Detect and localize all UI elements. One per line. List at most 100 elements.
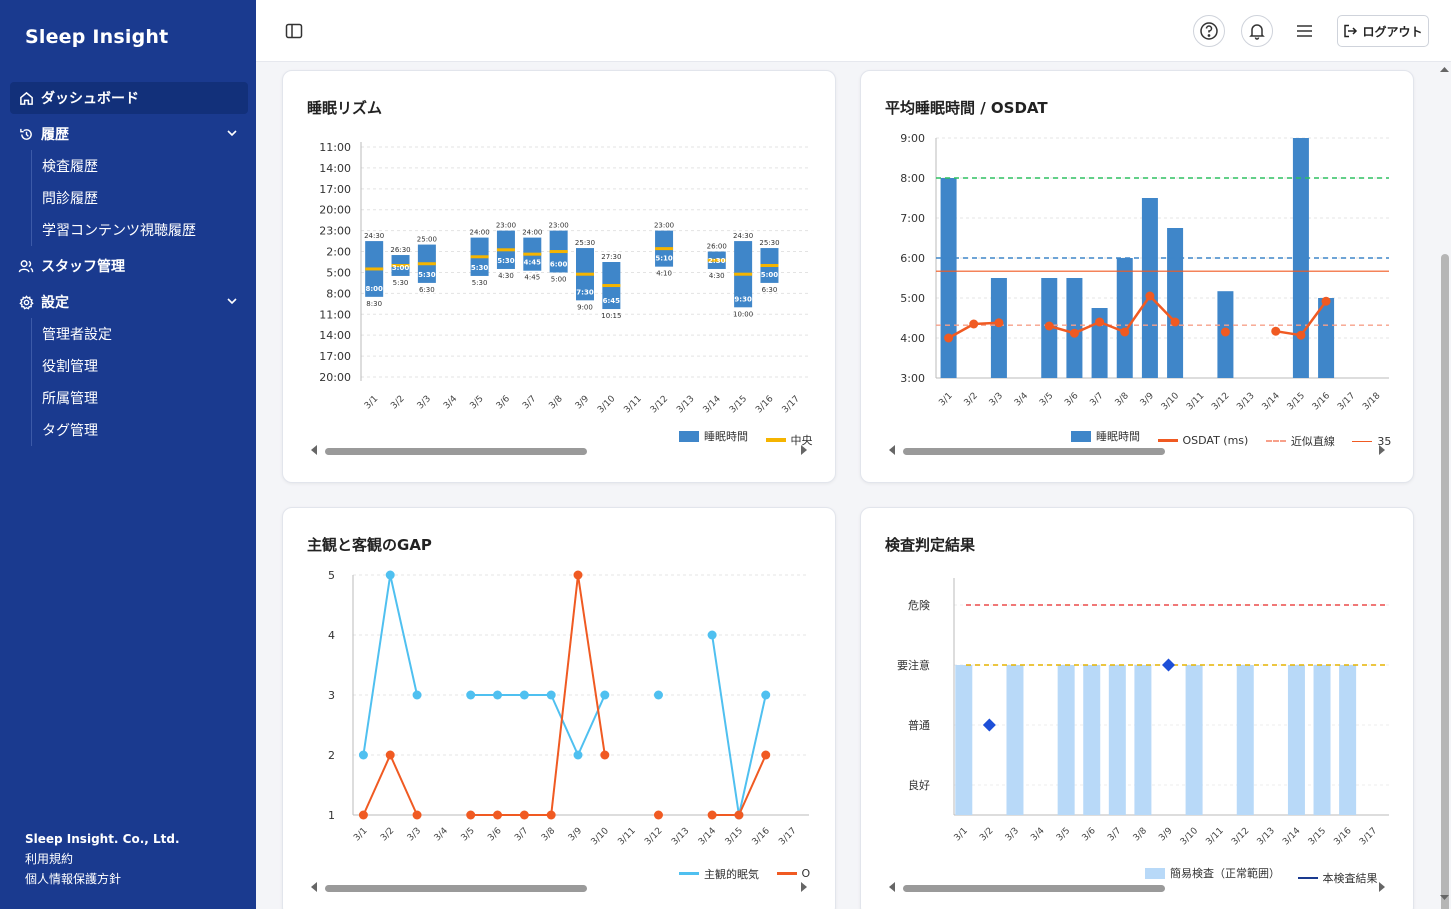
scroll-right-arrow-icon[interactable]	[801, 882, 807, 892]
chart-horizontal-scrollbar[interactable]	[311, 882, 809, 894]
legend-item[interactable]: OSDAT (ms)	[1157, 434, 1248, 447]
logout-label: ログアウト	[1362, 24, 1423, 39]
series-point	[412, 810, 422, 820]
x-tick-label: 3/9	[1139, 391, 1157, 409]
chevron-down-icon	[226, 127, 238, 143]
sidebar-item-content-history[interactable]: 学習コンテンツ視聴履歴	[42, 223, 196, 239]
scroll-right-arrow-icon[interactable]	[1379, 445, 1385, 455]
mid-sleep-mark	[496, 248, 515, 252]
legend-item[interactable]: 近似直線	[1265, 433, 1335, 449]
help-button[interactable]	[1193, 15, 1225, 47]
legend-item[interactable]: 睡眠時間	[1071, 428, 1140, 444]
top-header: ログアウト	[256, 0, 1451, 62]
x-tick-label: 3/5	[1038, 391, 1055, 408]
y-tick-label: 17:00	[319, 350, 351, 363]
x-tick-label: 3/12	[649, 394, 670, 415]
mid-sleep-mark	[707, 258, 726, 262]
legend-label: 睡眠時間	[704, 430, 748, 443]
x-tick-label: 3/4	[433, 826, 451, 844]
sleep-hours-bar	[940, 178, 957, 378]
legend-item[interactable]: 本検査結果	[1297, 870, 1378, 886]
y-tick-label: 6:00	[900, 252, 925, 265]
series-point	[761, 750, 771, 760]
scroll-left-arrow-icon[interactable]	[889, 445, 895, 455]
sidebar-toggle-button[interactable]	[284, 21, 304, 41]
x-tick-label: 3/13	[1235, 391, 1256, 412]
brand-logo[interactable]: Sleep Insight	[25, 26, 169, 48]
legend-label: O	[801, 867, 811, 880]
sleep-hours-bar	[1318, 298, 1335, 378]
sidebar-item-settings[interactable]: 設定	[10, 286, 248, 318]
privacy-link[interactable]: 個人情報保護方針	[25, 872, 122, 886]
scroll-up-arrow-icon[interactable]	[1440, 66, 1449, 73]
panel-icon	[285, 23, 303, 39]
sleep-hours-bar	[1141, 198, 1158, 378]
scroll-left-arrow-icon[interactable]	[311, 445, 317, 455]
notification-button[interactable]	[1241, 15, 1273, 47]
legend-item[interactable]: 簡易検査（正常範囲）	[1145, 865, 1280, 881]
sidebar-item-history[interactable]: 履歴	[10, 118, 248, 150]
sidebar-item-label: スタッフ管理	[41, 259, 125, 275]
sidebar-item-admin-settings[interactable]: 管理者設定	[42, 327, 112, 343]
osdat-point	[1145, 291, 1155, 301]
simple-test-bar	[955, 665, 973, 815]
sidebar-item-dashboard[interactable]: ダッシュボード	[10, 82, 248, 114]
bar-start-label: 24:30	[733, 232, 753, 240]
x-tick-label: 3/8	[540, 826, 558, 844]
y-tick-label: 2	[328, 749, 335, 762]
terms-link[interactable]: 利用規約	[25, 852, 74, 866]
sidebar-item-interview-history[interactable]: 問診履歴	[42, 191, 98, 207]
legend-item[interactable]: 睡眠時間	[679, 428, 748, 444]
sidebar-item-affiliations[interactable]: 所属管理	[42, 391, 98, 407]
x-tick-label: 3/11	[1204, 826, 1225, 847]
x-tick-label: 3/7	[1088, 391, 1105, 408]
sidebar-item-tags[interactable]: タグ管理	[42, 423, 98, 439]
bar-duration-label: 5:00	[761, 271, 779, 279]
bar-duration-label: 4:45	[524, 259, 542, 267]
bar-end-label: 4:30	[709, 272, 725, 280]
chart-scrollbar-thumb[interactable]	[903, 448, 1165, 455]
scroll-right-arrow-icon[interactable]	[1379, 882, 1385, 892]
legend-swatch	[1145, 867, 1165, 879]
chart-horizontal-scrollbar[interactable]	[311, 445, 809, 457]
legend-item[interactable]: 主観的眠気	[679, 866, 759, 882]
sidebar-item-exam-history[interactable]: 検査履歴	[42, 159, 98, 175]
legend-item[interactable]: 中央	[765, 432, 813, 448]
mid-sleep-mark	[523, 252, 542, 256]
chart-scrollbar-thumb[interactable]	[325, 885, 587, 892]
bar-end-label: 4:10	[656, 270, 672, 278]
y-tick-label: 11:00	[319, 308, 351, 321]
sidebar-item-roles[interactable]: 役割管理	[42, 359, 98, 375]
legend-item[interactable]: 355	[1352, 435, 1391, 448]
sidebar-item-staff[interactable]: スタッフ管理	[10, 250, 248, 282]
scroll-down-arrow-icon[interactable]	[1440, 894, 1449, 901]
menu-button[interactable]	[1294, 21, 1314, 41]
legend-swatch	[776, 872, 797, 875]
page-scrollbar-thumb[interactable]	[1441, 254, 1449, 909]
y-tick-label: 危険	[908, 599, 930, 612]
bar-duration-label: 5:30	[497, 257, 515, 265]
page-scrollbar[interactable]	[1438, 62, 1451, 909]
bar-duration-label: 6:45	[603, 297, 621, 305]
legend-item[interactable]: O	[776, 867, 811, 880]
series-point	[358, 750, 368, 760]
legend-label: 本検査結果	[1322, 871, 1378, 885]
scroll-left-arrow-icon[interactable]	[311, 882, 317, 892]
sidebar-footer: Sleep Insight. Co., Ltd. 利用規約 個人情報保護方針	[25, 829, 180, 889]
chart-horizontal-scrollbar[interactable]	[889, 882, 1387, 894]
legend-swatch	[1352, 440, 1373, 442]
scroll-left-arrow-icon[interactable]	[889, 882, 895, 892]
y-tick-label: 要注意	[897, 658, 930, 672]
bar-start-label: 26:30	[390, 246, 410, 254]
simple-test-bar	[1313, 665, 1331, 815]
scroll-right-arrow-icon[interactable]	[801, 445, 807, 455]
logout-button[interactable]: ログアウト	[1337, 15, 1429, 47]
x-tick-label: 3/5	[468, 394, 485, 411]
mid-sleep-mark	[734, 272, 753, 276]
legend-label: 睡眠時間	[1096, 430, 1140, 443]
chart-scrollbar-thumb[interactable]	[325, 448, 587, 455]
chart-horizontal-scrollbar[interactable]	[889, 445, 1387, 457]
chart-scrollbar-thumb[interactable]	[903, 885, 1165, 892]
sidebar: Sleep Insight ダッシュボード 履歴 検査履歴 問診履歴 学習コンテ…	[0, 0, 256, 909]
x-tick-label: 3/1	[363, 394, 380, 411]
